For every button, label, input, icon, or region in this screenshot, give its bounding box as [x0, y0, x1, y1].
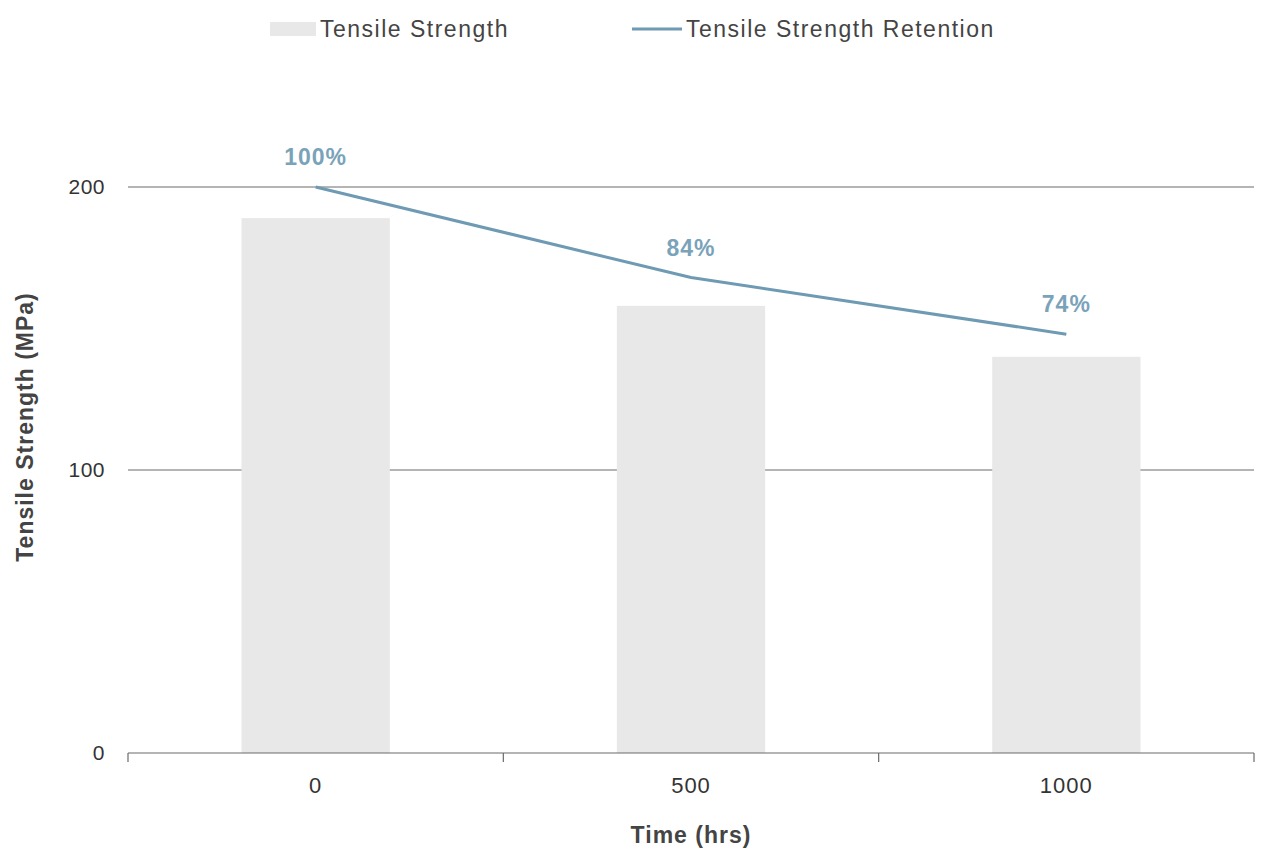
x-tick [878, 753, 879, 762]
x-axis-title: Time (hrs) [631, 822, 752, 848]
data-label: 74% [1042, 291, 1091, 317]
legend-swatch [270, 22, 316, 36]
x-tick [1253, 753, 1254, 762]
chart-svg: 0 100 200 100% 84% 74% 0 500 1000 Time (hrs) Tensi… [0, 0, 1280, 856]
y-tick-label: 0 [93, 741, 105, 764]
legend-swatch [632, 28, 682, 31]
x-tick [127, 753, 128, 762]
x-tick [503, 753, 504, 762]
grid-line [128, 187, 1254, 188]
data-label: 84% [666, 235, 715, 261]
x-tick-label: 500 [671, 773, 711, 798]
bar [992, 357, 1140, 753]
data-labels: 100% 84% 74% [284, 144, 1091, 317]
x-axis-line [128, 752, 1254, 753]
y-axis-title: Tensile Strength (MPa) [12, 292, 38, 562]
legend-label: Tensile Strength Retention [686, 16, 995, 42]
line [316, 187, 1067, 334]
chart-container: 0 100 200 100% 84% 74% 0 500 1000 Time (hrs) Tensi… [0, 0, 1280, 856]
legend-label: Tensile Strength [320, 16, 509, 42]
y-tick-label: 200 [68, 175, 105, 198]
x-tick-label: 0 [309, 773, 322, 798]
x-tick-label: 1000 [1040, 773, 1093, 798]
y-tick-label: 100 [68, 458, 105, 481]
legend: Tensile Strength Tensile Strength Retenti… [270, 16, 995, 42]
plot-area [242, 187, 1141, 753]
bar [617, 306, 765, 753]
data-label: 100% [284, 144, 347, 170]
bar [242, 218, 390, 753]
